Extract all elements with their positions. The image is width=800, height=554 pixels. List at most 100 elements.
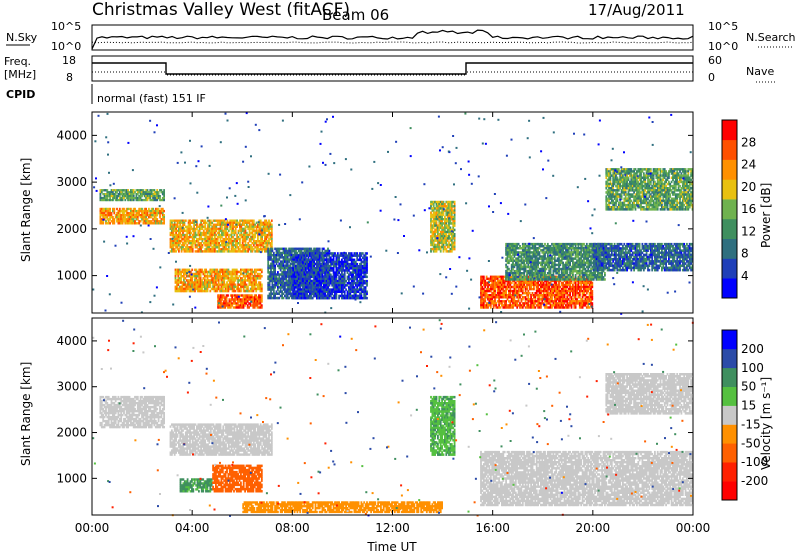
heatmap-cell-0-707 — [186, 237, 189, 241]
heatmap-cell-0-217 — [145, 209, 147, 213]
heatmap-cell-0-228 — [146, 220, 149, 223]
heatmap-cell-0-810 — [198, 223, 201, 226]
heatmap-cell-0-1580 — [187, 275, 189, 278]
heatmap-cell-0-2355 — [274, 247, 276, 251]
heatmap-cell-0-2299 — [270, 258, 272, 261]
heatmap-cell-0-169 — [134, 216, 136, 219]
heatmap-cell-0-196 — [141, 209, 143, 213]
heatmap-cell-0-2246 — [259, 302, 262, 305]
heatmap-cell-0-700 — [184, 250, 187, 253]
heatmap-cell-0-389 — [121, 193, 124, 196]
heatmap-cell-0-1534 — [180, 272, 182, 276]
heatmap-cell-0-1031 — [221, 244, 223, 247]
heatmap-cell-0-2301 — [270, 264, 272, 268]
heatmap-cell-0-871 — [205, 221, 208, 224]
heatmap-cell-0-1967 — [245, 283, 248, 286]
heatmap-cell-0-2218 — [253, 296, 256, 299]
heatmap-cell-0-2041 — [256, 287, 259, 291]
heatmap-cell-0-1520 — [177, 281, 180, 284]
heatmap-cell-0-307 — [99, 189, 102, 192]
heatmap-cell-0-140 — [128, 218, 131, 221]
heatmap-cell-0-782 — [194, 233, 197, 237]
heatmap-cell-0-1626 — [194, 277, 196, 280]
heatmap-cell-0-2373 — [274, 296, 276, 300]
heatmap-cell-0-1282 — [248, 233, 251, 237]
heatmap-cell-0-2173 — [242, 296, 245, 299]
heatmap-cell-0-1485 — [270, 231, 273, 235]
heatmap-cell-0-364 — [114, 195, 117, 198]
heatmap-cell-0-1929 — [240, 277, 242, 280]
heatmap-cell-0-2062 — [260, 283, 263, 286]
heatmap-cell-0-1360 — [258, 219, 261, 222]
heatmap-cell-0-2460 — [281, 290, 283, 293]
heatmap-cell-0-353 — [112, 193, 114, 196]
heatmap-cell-0-1969 — [245, 287, 248, 291]
heatmap-cell-0-2366 — [274, 277, 276, 281]
heatmap-cell-0-576 — [172, 233, 175, 237]
heatmap-cell-0-862 — [204, 231, 207, 235]
heatmap-cell-0-199 — [141, 216, 143, 219]
heatmap-cell-0-2367 — [274, 279, 276, 283]
heatmap-cell-0-755 — [191, 229, 194, 233]
heatmap-cell-0-1576 — [185, 287, 188, 291]
heatmap-cell-0-1275 — [248, 219, 251, 222]
heatmap-cell-0-1950 — [242, 285, 245, 289]
heatmap-cell-0-695 — [184, 237, 187, 241]
heatmap-cell-0-256 — [153, 211, 156, 215]
heatmap-cell-0-1422 — [264, 237, 266, 241]
heatmap-cell-0-216 — [145, 207, 147, 211]
heatmap-cell-0-179 — [136, 211, 139, 215]
heatmap-cell-0-1647 — [196, 281, 199, 284]
heatmap-cell-0-2240 — [258, 302, 260, 305]
heatmap-cell-0-828 — [200, 231, 202, 235]
heatmap-cell-0-153 — [131, 214, 134, 217]
heatmap-cell-0-251 — [152, 211, 154, 215]
heatmap-cell-0-681 — [183, 229, 186, 233]
heatmap-cell-0-1151 — [234, 221, 237, 224]
heatmap-cell-0-1904 — [234, 289, 237, 293]
heatmap-cell-0-2009 — [252, 277, 255, 280]
heatmap-cell-0-567 — [171, 246, 173, 249]
heatmap-cell-0-449 — [138, 191, 141, 194]
heatmap-cell-0-2386 — [275, 281, 278, 285]
heatmap-cell-0-418 — [130, 189, 132, 192]
heatmap-cell-0-582 — [172, 248, 175, 251]
heatmap-cell-0-1173 — [236, 244, 238, 247]
heatmap-cell-0-1834 — [224, 283, 227, 286]
heatmap-cell-0-2378 — [275, 256, 278, 259]
heatmap-cell-0-1300 — [251, 219, 254, 222]
heatmap-cell-0-1556 — [183, 281, 185, 284]
heatmap-cell-0-1827 — [223, 285, 226, 289]
heatmap-cell-0-1610 — [191, 279, 194, 282]
heatmap-cell-0-110 — [123, 209, 125, 213]
heatmap-cell-0-2223 — [253, 306, 256, 309]
heatmap-cell-0-16 — [102, 209, 105, 213]
heatmap-cell-0-423 — [130, 198, 132, 202]
heatmap-cell-0-327 — [105, 193, 107, 196]
heatmap-cell-0-2161 — [239, 298, 242, 301]
heatmap-cell-0-467 — [142, 198, 145, 202]
heatmap-cell-0-1297 — [250, 246, 252, 249]
heatmap-cell-0-426 — [131, 193, 134, 196]
heatmap-cell-0-2012 — [252, 283, 255, 286]
heatmap-cell-0-2082 — [220, 300, 222, 303]
heatmap-cell-0-2483 — [282, 292, 285, 295]
n-sky-tick-bottom: 10^0 — [51, 40, 81, 53]
heatmap-cell-0-1205 — [240, 233, 243, 237]
heatmap-cell-0-1007 — [219, 219, 222, 222]
heatmap-cell-0-1338 — [255, 225, 258, 228]
heatmap-cell-0-398 — [124, 191, 127, 194]
heatmap-cell-0-1261 — [245, 244, 248, 247]
heatmap-cell-0-1352 — [257, 233, 259, 237]
heatmap-cell-0-1218 — [241, 240, 244, 243]
heatmap-cell-0-1737 — [210, 275, 213, 278]
heatmap-cell-0-1628 — [194, 281, 196, 284]
heatmap-cell-0-1932 — [240, 283, 242, 286]
heatmap-cell-0-1627 — [194, 279, 196, 282]
heatmap-cell-0-122 — [125, 207, 128, 211]
heatmap-cell-0-64 — [112, 220, 114, 223]
heatmap-cell-0-463 — [141, 198, 143, 202]
heatmap-cell-0-748 — [190, 244, 193, 247]
heatmap-cell-0-958 — [214, 227, 216, 231]
heatmap-cell-0-2139 — [234, 302, 236, 305]
